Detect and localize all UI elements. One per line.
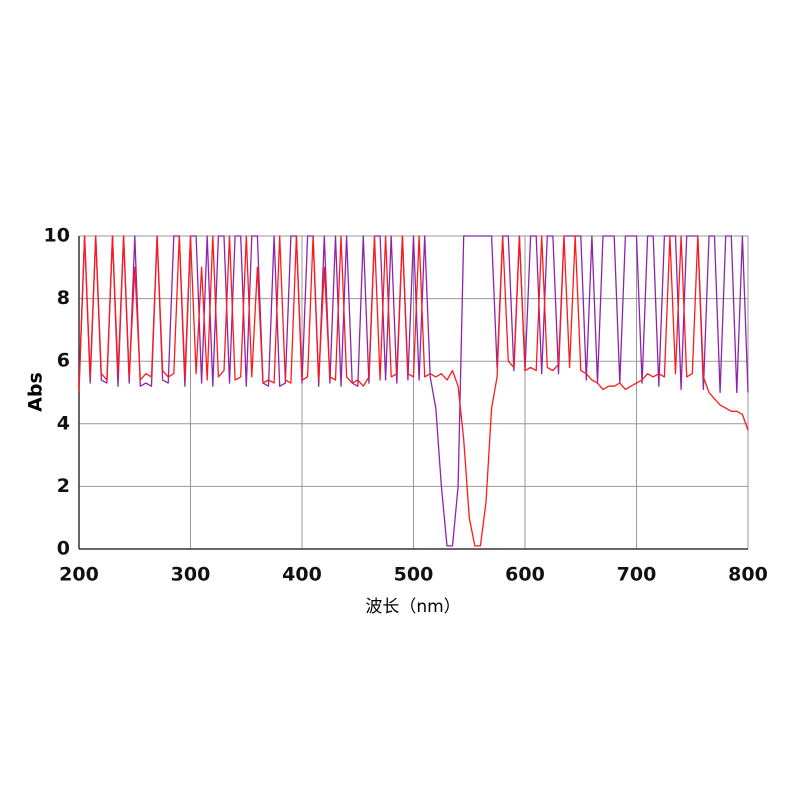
x-axis-label: 波长（nm） — [365, 597, 460, 617]
y-tick-label: 4 — [57, 412, 70, 434]
x-tick-label: 400 — [282, 564, 322, 586]
y-tick-label: 6 — [57, 350, 70, 372]
y-axis-label: Abs — [25, 372, 47, 412]
x-tick-label: 200 — [59, 564, 99, 586]
x-tick-label: 500 — [394, 564, 434, 586]
y-tick-label: 8 — [57, 287, 70, 309]
y-tick-label: 2 — [57, 475, 70, 497]
y-tick-label: 10 — [44, 225, 70, 247]
x-tick-label: 700 — [617, 564, 657, 586]
x-tick-label: 300 — [171, 564, 211, 586]
series-line — [78, 235, 749, 547]
y-tick-label: 0 — [57, 538, 70, 560]
x-tick-label: 600 — [505, 564, 545, 586]
x-tick-label: 800 — [728, 564, 768, 586]
